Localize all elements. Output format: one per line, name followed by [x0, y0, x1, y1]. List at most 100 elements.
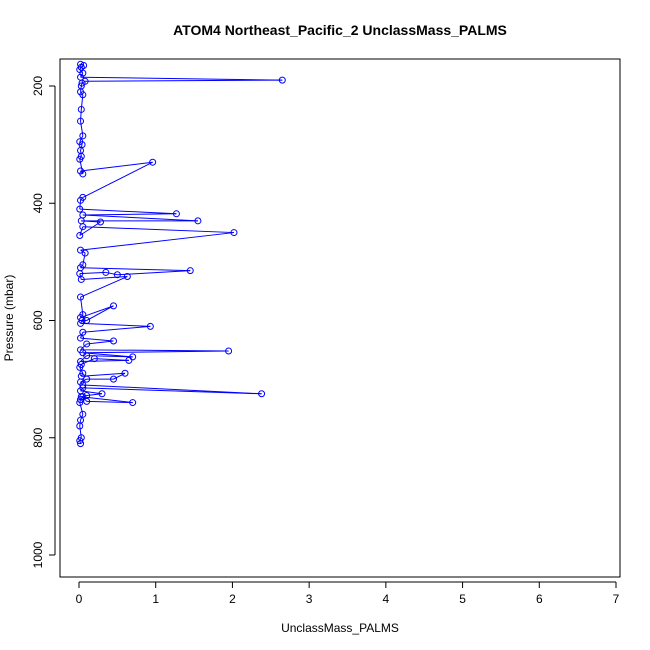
data-point	[77, 360, 85, 368]
y-tick-label: 400	[31, 193, 45, 213]
series-line-segment	[79, 226, 84, 236]
series-line-segment	[82, 352, 133, 358]
series-line-segment	[80, 359, 129, 363]
data-point	[77, 82, 85, 90]
data-point	[172, 210, 180, 218]
data-point	[80, 61, 88, 69]
series-line-segment	[113, 372, 126, 380]
series-line-segment	[80, 337, 114, 342]
y-tick-label: 600	[31, 310, 45, 330]
data-point	[96, 218, 104, 226]
series-line-segment	[86, 340, 114, 345]
x-tick-label: 1	[152, 592, 159, 606]
data-point	[98, 390, 106, 398]
data-point	[79, 311, 87, 319]
data-point	[225, 347, 233, 355]
series-line-segment	[80, 390, 103, 395]
data-point	[77, 346, 85, 354]
data-point	[77, 60, 85, 68]
series-line-segment	[79, 200, 82, 210]
series-line-segment	[80, 343, 88, 351]
data-point	[125, 356, 133, 364]
data-point	[83, 317, 91, 324]
series-line-segment	[80, 267, 191, 272]
data-point	[79, 410, 87, 418]
data-point	[79, 170, 87, 178]
x-tick-label: 5	[459, 592, 466, 606]
data-point	[110, 337, 118, 345]
series-line-segment	[82, 214, 198, 222]
series-line-segment	[85, 79, 283, 82]
series-line-segment	[80, 355, 88, 362]
series-line-segment	[79, 399, 82, 403]
data-point	[110, 375, 118, 383]
series-line-segment	[80, 72, 84, 78]
y-tick-label: 1000	[31, 541, 45, 568]
data-point	[81, 77, 89, 85]
data-point	[77, 105, 85, 113]
series-line-segment	[79, 440, 82, 444]
data-point	[76, 231, 84, 239]
data-point	[146, 322, 154, 330]
series-line-segment	[82, 213, 177, 216]
data-point	[79, 384, 87, 392]
data-point	[83, 340, 91, 348]
y-tick-label: 200	[31, 76, 45, 96]
series-line-segment	[80, 109, 82, 122]
data-point	[258, 390, 266, 398]
data-point	[77, 358, 85, 366]
data-point	[230, 229, 238, 237]
data-point	[149, 158, 157, 166]
data-point	[113, 271, 121, 279]
plot-area	[76, 60, 286, 448]
data-point	[110, 302, 118, 310]
series-line-segment	[81, 396, 133, 404]
data-point	[79, 132, 87, 140]
data-point	[129, 353, 137, 361]
y-axis-label: Pressure (mbar)	[2, 275, 16, 362]
data-point	[79, 369, 87, 377]
data-point	[77, 293, 85, 301]
series-line-segment	[105, 271, 118, 276]
series-line-segment	[80, 94, 84, 110]
series-line-segment	[80, 121, 84, 136]
data-point	[77, 416, 85, 424]
series-line-segment	[80, 82, 83, 87]
series-line-segment	[80, 276, 128, 298]
series-line-segment	[80, 161, 153, 172]
data-point	[90, 355, 98, 363]
plot-frame	[59, 58, 621, 578]
series-line-segment	[79, 425, 82, 438]
series-line-segment	[82, 226, 234, 234]
data-point	[77, 434, 85, 442]
series-line-segment	[79, 271, 106, 275]
chart-title: ATOM4 Northeast_Pacific_2 UnclassMass_PA…	[173, 22, 507, 38]
data-point	[77, 246, 85, 254]
data-point	[278, 76, 286, 84]
data-point	[123, 273, 131, 281]
x-tick-label: 4	[383, 592, 390, 606]
series-line-segment	[80, 232, 235, 251]
data-point	[194, 217, 202, 225]
series-line-segment	[82, 252, 86, 265]
y-axis: 200 400 600 800 1000	[31, 76, 56, 568]
data-point	[79, 193, 87, 201]
x-axis: 0 1 2 3 4 5 6 7	[76, 581, 620, 606]
data-point	[79, 211, 87, 219]
series-line-segment	[79, 402, 84, 415]
data-point	[83, 392, 91, 400]
data-point	[76, 138, 84, 146]
data-point	[76, 205, 84, 213]
x-axis-label: UnclassMass_PALMS	[281, 621, 399, 635]
x-tick-label: 3	[306, 592, 313, 606]
data-point	[77, 117, 85, 125]
series-line-segment	[79, 159, 84, 175]
y-tick-label: 800	[31, 427, 45, 447]
data-point	[79, 328, 87, 336]
series-line-segment	[79, 208, 177, 215]
data-point	[121, 369, 129, 377]
series-line-segment	[86, 305, 114, 321]
data-point	[77, 334, 85, 342]
data-point	[83, 375, 91, 383]
